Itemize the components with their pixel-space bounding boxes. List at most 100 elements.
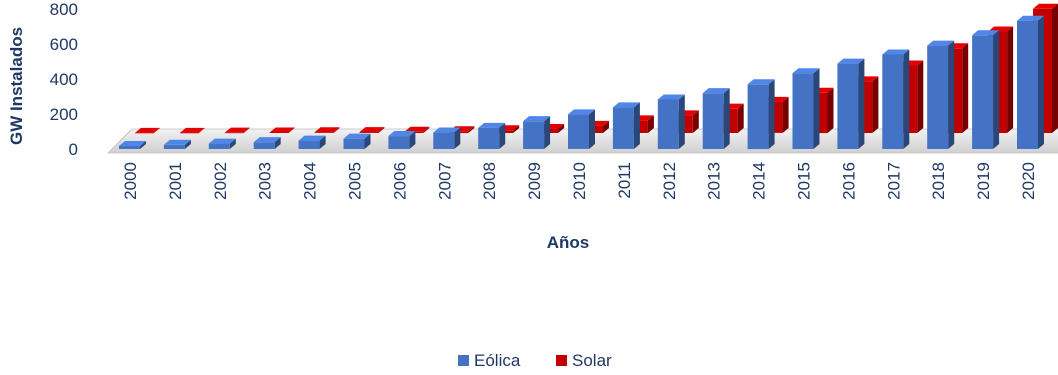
y-tick-label: 400 xyxy=(50,70,78,89)
bar-eolica-2015-front xyxy=(792,73,814,149)
bar-eolica-2016 xyxy=(837,58,865,149)
bar-solar-2019-side xyxy=(1007,26,1014,133)
bar-eolica-2014-side xyxy=(768,79,775,149)
bar-eolica-2013-side xyxy=(723,88,730,149)
bar-solar-2020-top xyxy=(1033,3,1058,9)
bar-eolica-2006-side xyxy=(409,131,416,149)
x-axis: 2000 2001 2002 2003 2004 2005 2006 2007 2008 2009… xyxy=(121,162,1038,200)
bar-eolica-2005 xyxy=(343,133,371,149)
bar-eolica-2020-side xyxy=(1038,15,1044,149)
x-tick-label: 2015 xyxy=(795,162,814,200)
bar-solar-2004-front xyxy=(314,132,334,133)
legend-label-solar: Solar xyxy=(572,351,612,370)
bar-eolica-2020-top xyxy=(1017,15,1044,21)
y-tick-label: 600 xyxy=(50,35,78,54)
bar-eolica-2006-top xyxy=(388,131,416,137)
bar-solar-2004-top xyxy=(314,127,340,133)
x-tick-label: 2020 xyxy=(1019,162,1038,200)
bar-eolica-2001-front xyxy=(163,144,185,149)
bar-eolica-2010-front xyxy=(568,114,589,149)
y-tick-label: 800 xyxy=(50,0,78,19)
bar-solar-2002-top xyxy=(224,127,250,133)
bar-eolica-2001-top xyxy=(163,139,191,145)
bar-eolica-2003 xyxy=(253,137,281,149)
bar-eolica-2018-front xyxy=(927,45,949,149)
bar-eolica-2003-top xyxy=(253,137,281,143)
bar-eolica-2002-side xyxy=(229,138,236,149)
bar-eolica-2015 xyxy=(792,68,820,149)
x-tick-label: 2003 xyxy=(256,162,275,200)
bar-eolica-2007-side xyxy=(454,127,461,149)
bar-solar-2014-side xyxy=(782,96,789,133)
bar-eolica-2019 xyxy=(972,30,1000,149)
bar-eolica-2013 xyxy=(702,88,730,149)
x-tick-label: 2012 xyxy=(660,162,679,200)
bar-eolica-2004 xyxy=(298,135,326,149)
y-tick-label: 200 xyxy=(50,105,78,124)
bar-eolica-2008-top xyxy=(478,122,506,128)
bar-solar-2004 xyxy=(314,127,340,133)
bar-eolica-2005-side xyxy=(364,133,371,149)
bar-solar-2001 xyxy=(179,127,205,134)
bar-eolica-2019-front xyxy=(972,35,994,149)
bar-solar-2013-side xyxy=(737,103,744,133)
bar-solar-2020-side xyxy=(1052,3,1058,133)
x-tick-label: 2000 xyxy=(121,162,140,200)
bar-eolica-2018-side xyxy=(948,40,955,150)
bar-eolica-2019-side xyxy=(993,30,1000,149)
x-tick-label: 2019 xyxy=(974,162,993,200)
bar-eolica-2007-front xyxy=(433,132,455,149)
legend: Eólica Solar xyxy=(458,351,612,370)
bar-eolica-2014-front xyxy=(747,84,769,150)
x-tick-label: 2005 xyxy=(346,162,365,200)
bar-eolica-2003-front xyxy=(253,142,275,149)
bar-eolica-2018 xyxy=(927,40,955,150)
bar-eolica-2008-side xyxy=(499,122,506,149)
bar-eolica-2017-side xyxy=(903,49,910,149)
bar-eolica-2011-side xyxy=(633,102,640,149)
bar-solar-2018-side xyxy=(962,43,969,133)
bar-eolica-2016-front xyxy=(837,63,859,149)
bar-solar-2012-side xyxy=(692,110,699,133)
bar-solar-2008-side xyxy=(513,125,520,133)
x-tick-label: 2002 xyxy=(211,162,230,200)
bar-eolica-2017-front xyxy=(882,54,904,149)
bar-eolica-2009-front xyxy=(523,121,545,149)
bar-solar-2003-top xyxy=(269,127,295,133)
x-tick-label: 2008 xyxy=(480,162,499,200)
bar-eolica-2000-top xyxy=(119,141,146,147)
y-axis: 0 200 400 600 800 xyxy=(50,0,78,159)
x-tick-label: 2004 xyxy=(301,162,320,200)
legend-swatch-solar xyxy=(556,355,567,366)
bar-solar-2005-top xyxy=(359,127,385,133)
bar-solar-2001-top xyxy=(179,127,205,133)
bar-eolica-2000-front xyxy=(119,146,140,149)
x-tick-label: 2010 xyxy=(570,162,589,200)
bars-layer xyxy=(119,3,1058,150)
bar-eolica-2015-side xyxy=(813,68,820,149)
bar-solar-2006-top xyxy=(404,126,430,132)
x-tick-label: 2006 xyxy=(390,162,409,200)
bar-eolica-2011 xyxy=(612,102,640,149)
bar-eolica-2005-top xyxy=(343,133,371,139)
bar-eolica-2016-top xyxy=(837,58,865,64)
bar-eolica-2012-side xyxy=(678,94,685,149)
bar-eolica-2010 xyxy=(568,109,595,149)
bar-eolica-2020-front xyxy=(1017,20,1038,150)
bar-solar-2003-front xyxy=(269,132,289,133)
bar-solar-2011-side xyxy=(647,115,654,133)
bar-eolica-2012 xyxy=(657,94,685,149)
bar-eolica-2013-top xyxy=(702,88,730,94)
bar-solar-2000-front xyxy=(135,132,154,134)
bar-solar-2000-top xyxy=(135,127,160,133)
bar-eolica-2011-top xyxy=(612,102,640,108)
bar-solar-2005-front xyxy=(359,132,379,133)
bar-solar-2000-side xyxy=(154,127,160,133)
bar-solar-2016-side xyxy=(872,76,879,133)
bar-eolica-2015-top xyxy=(792,68,820,74)
bar-eolica-2009-side xyxy=(544,116,551,149)
bar-eolica-2013-front xyxy=(702,93,724,149)
bar-eolica-2000 xyxy=(119,141,146,149)
bar-eolica-2011-front xyxy=(612,107,634,149)
bar-eolica-2003-side xyxy=(274,137,281,149)
